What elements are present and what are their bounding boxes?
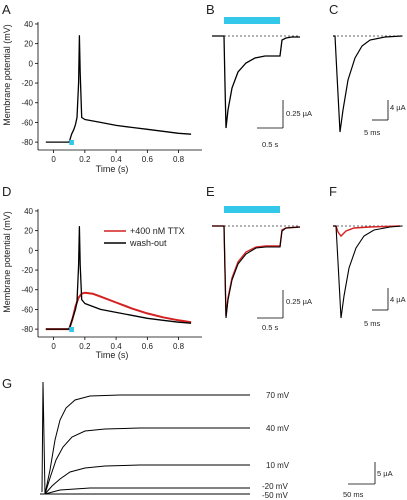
panel-a-axes: 40 20 0 -20 -40 -60 -80 0 0.2 0.4 0.6 0.8 [21, 20, 202, 164]
y-tick-label: 0 [29, 246, 34, 255]
panel-b-scale-current: 0.25 µA [286, 109, 312, 118]
panel-d-xlabel: Time (s) [96, 350, 129, 360]
y-tick-label: 40 [24, 207, 33, 216]
panel-d-letter: D [2, 184, 11, 199]
panel-g-scale-time: 50 ms [343, 490, 364, 499]
panel-c: C 4 µA 5 ms [329, 2, 406, 137]
y-tick-label: -40 [21, 286, 33, 295]
panel-a-letter: A [2, 2, 11, 17]
panel-d-legend: +400 nM TTX wash-out [104, 226, 185, 248]
x-tick-label: 0.6 [142, 155, 154, 164]
panel-e-scale-time: 0.5 s [262, 323, 279, 332]
panel-g-label-40mv: 40 mV [266, 424, 290, 433]
panel-d-plot [45, 226, 192, 332]
series-line [45, 226, 192, 330]
panel-c-letter: C [329, 2, 338, 17]
panel-g-label-minus50mv: -50 mV [262, 491, 288, 500]
y-tick-label: -40 [21, 99, 33, 108]
panel-g-trace-40mv [44, 427, 250, 495]
panel-b-current-trace [212, 35, 300, 129]
panel-e-scale-current: 0.25 µA [286, 297, 312, 306]
x-tick-label: 0.6 [142, 342, 154, 351]
panel-g-trace-70mv [41, 381, 250, 495]
legend-ttx-label: +400 nM TTX [130, 226, 185, 236]
panel-d-axes: 40 20 0 -20 -40 -60 -80 0 0.2 0.4 0.6 0.8 [21, 207, 202, 351]
panel-b-light-stimulus-bar [224, 17, 280, 24]
panel-a-ylabel: Membrane potential (mV) [2, 24, 12, 126]
panel-d-ylabel: Membrane potential (mV) [2, 211, 12, 313]
panel-c-current-trace [333, 35, 403, 133]
panel-f: F 4 µA 5 ms [329, 184, 406, 328]
y-tick-label: 20 [24, 227, 33, 236]
panel-f-scale-current: 4 µA [390, 295, 406, 304]
y-tick-label: -20 [21, 266, 33, 275]
panel-d: D Membrane potential (mV) Time (s) 40 20 0… [2, 184, 202, 360]
y-tick-label: 40 [24, 20, 33, 29]
y-tick-label: 0 [29, 59, 34, 68]
x-tick-label: 0.2 [79, 155, 91, 164]
y-tick-label: -60 [21, 305, 33, 314]
y-tick-label: -80 [21, 325, 33, 334]
light-stimulus-marker [69, 140, 74, 145]
panel-b-scale-time: 0.5 s [262, 140, 279, 149]
panel-g-label-minus20mv: -20 mV [262, 482, 288, 491]
panel-g-letter: G [2, 376, 12, 391]
panel-g-label-70mv: 70 mV [266, 391, 290, 400]
x-tick-label: 0.4 [111, 342, 123, 351]
panel-b-letter: B [206, 2, 215, 17]
x-tick-label: 0.4 [111, 155, 123, 164]
legend-washout-label: wash-out [129, 238, 167, 248]
y-tick-label: -60 [21, 118, 33, 127]
panel-e-washout-trace [212, 225, 301, 319]
panel-e-letter: E [206, 184, 215, 199]
x-tick-label: 0.2 [79, 342, 91, 351]
panel-e: E 0.25 µA 0.5 s [206, 184, 312, 332]
y-tick-label: 20 [24, 40, 33, 49]
panel-g-trace-10mv [44, 464, 250, 495]
panel-f-scale-time: 5 ms [364, 319, 381, 328]
x-tick-label: 0.8 [173, 155, 185, 164]
x-tick-label: 0.8 [173, 342, 185, 351]
panel-f-letter: F [329, 184, 337, 199]
x-tick-label: 0 [51, 155, 56, 164]
panel-c-scale-time: 5 ms [364, 128, 381, 137]
panel-c-scale-current: 4 µA [390, 103, 406, 112]
panel-g-trace-minus20mv [44, 487, 250, 495]
x-tick-label: 0 [51, 342, 56, 351]
panel-a-plot [45, 35, 192, 145]
y-tick-label: -80 [21, 138, 33, 147]
panel-e-light-stimulus-bar [224, 206, 280, 213]
panel-g: G 70 mV 40 mV 10 mV -20 mV -50 mV 5 µA 5… [2, 376, 393, 500]
panel-g-scale-current: 5 µA [377, 469, 393, 478]
panel-a: A Membrane potential (mV) Time (s) 40 20 0… [2, 2, 202, 174]
panel-f-washout-trace [333, 225, 403, 319]
panel-b: B 0.25 µA 0.5 s [206, 2, 312, 149]
y-tick-label: -20 [21, 79, 33, 88]
series-line [45, 291, 192, 331]
panel-a-xlabel: Time (s) [96, 164, 129, 174]
series-line [45, 35, 192, 143]
light-stimulus-marker [69, 327, 74, 332]
panel-g-label-10mv: 10 mV [266, 461, 290, 470]
